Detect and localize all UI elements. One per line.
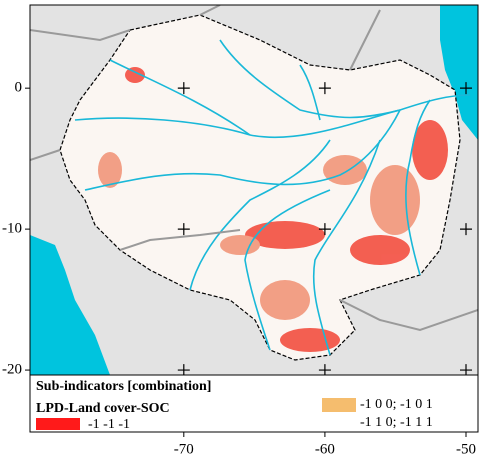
x-tick-label: -50 [456,441,476,457]
graticule-cross [460,223,473,236]
degradation-patches [98,67,448,352]
y-tick-label: 0 [15,80,23,96]
x-tick-label: -60 [315,441,335,457]
ticks: -70 -60 -50 0 -10 -20 [2,80,476,458]
graticule-cross [318,364,331,377]
x-tick-label: -70 [174,441,194,457]
graticule-cross [177,364,190,377]
legend-label: -1 -1 -1 [88,417,130,432]
basin [59,14,461,361]
graticule-cross [460,82,473,95]
map-area [30,5,478,375]
graticule-cross [460,364,473,377]
legend-swatch [36,418,80,430]
ocean [440,5,478,140]
rivers [74,39,471,356]
ocean [30,235,110,375]
legend-swatch [322,398,356,412]
graticule-cross [177,223,190,236]
legend-label: -1 0 0; -1 0 1 [360,397,433,412]
y-tick-label: -10 [2,221,22,237]
graticule-cross [318,223,331,236]
graticule-cross [177,82,190,95]
y-tick-label: -20 [2,362,22,378]
graticule-cross [318,82,331,95]
legend-title: Sub-indicators [combination] [36,379,211,394]
legend-subtitle: LPD-Land cover-SOC [36,401,170,416]
legend-box [29,374,479,433]
legend-label: -1 1 0; -1 1 1 [360,415,433,430]
borders [30,5,478,332]
